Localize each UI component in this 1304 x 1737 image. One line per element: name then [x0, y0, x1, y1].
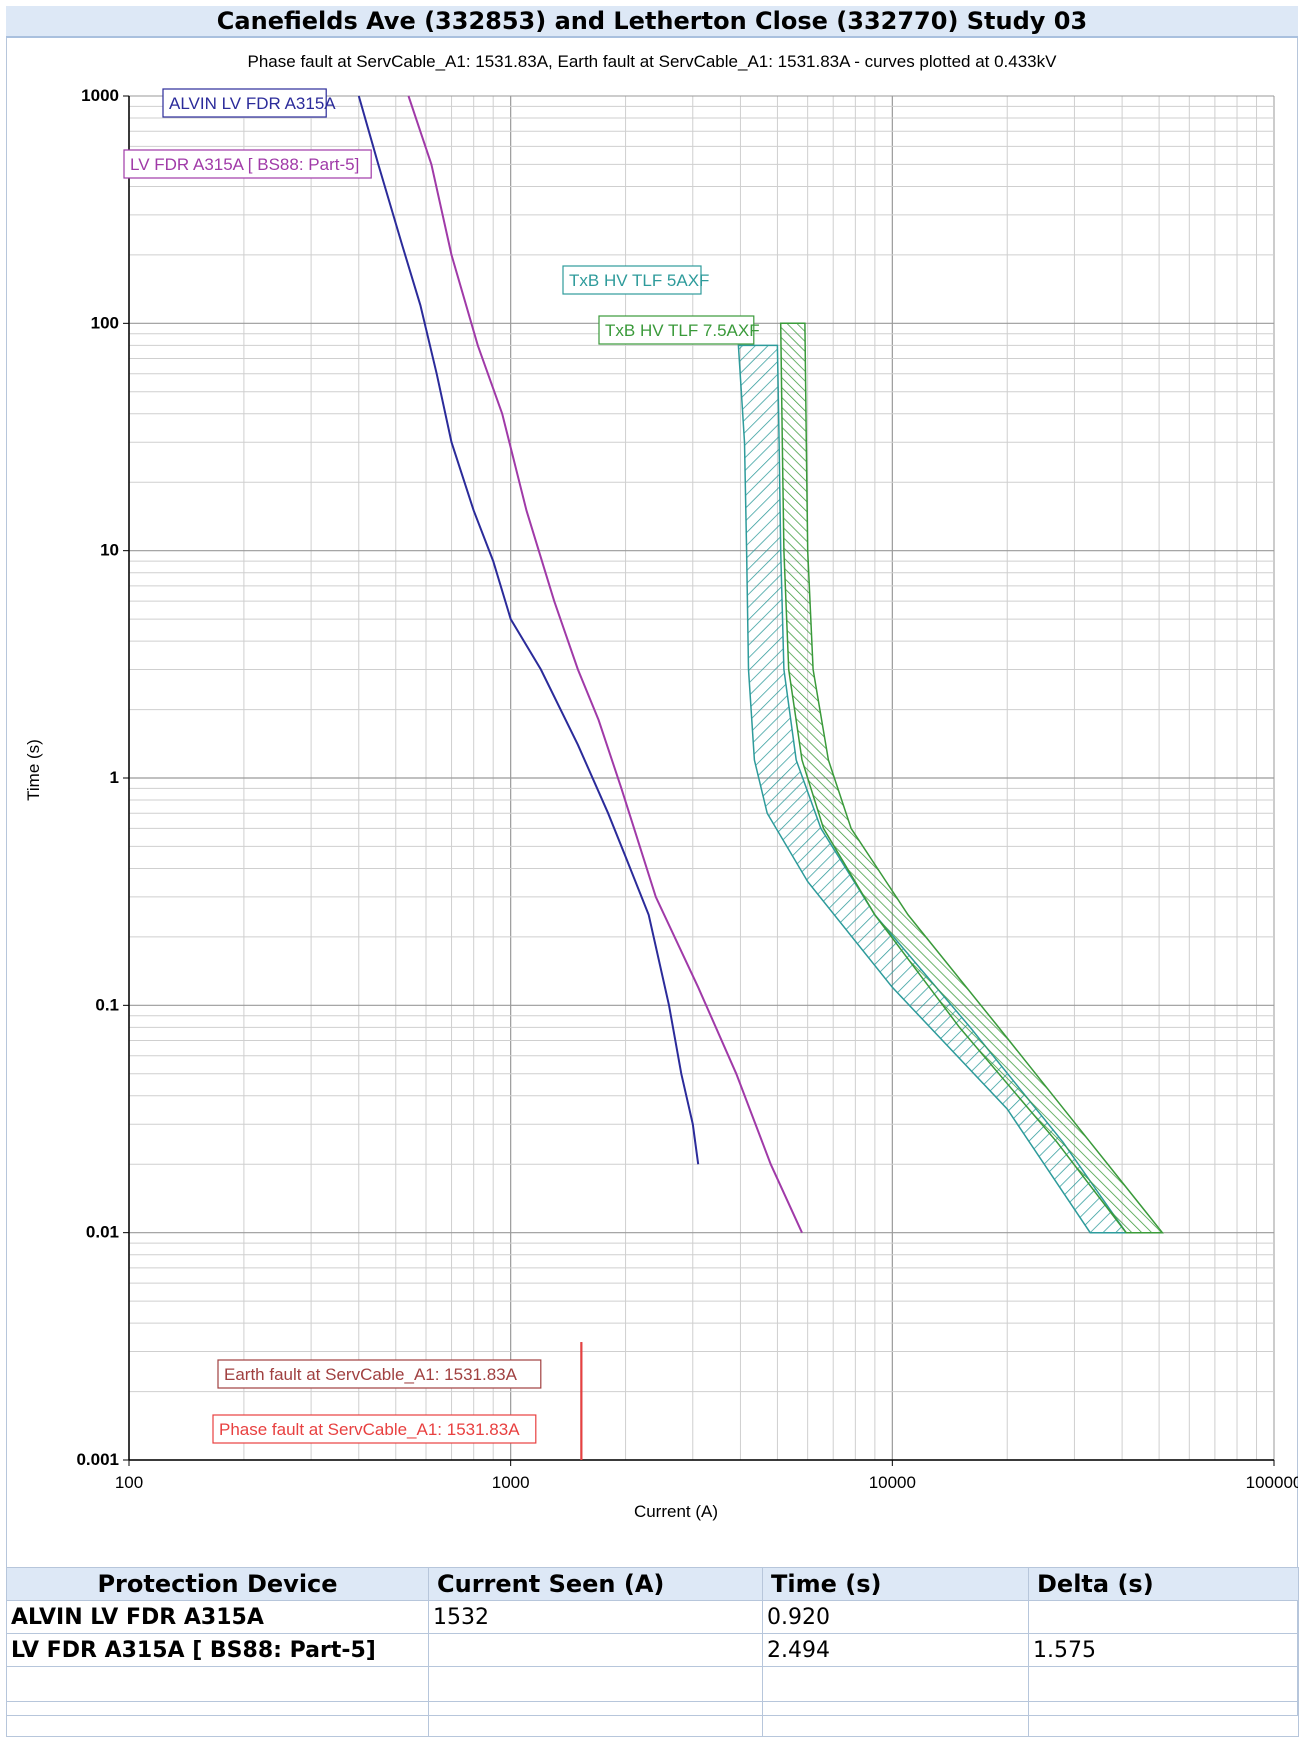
cell-time [762, 1701, 1029, 1737]
fault-label-earth-box [217, 1359, 542, 1389]
y-tick-label: 1000 [81, 86, 119, 105]
x-tick-label: 100 [115, 1473, 143, 1492]
x-tick-label: 10000 [869, 1473, 916, 1492]
series-layer [357, 95, 1164, 1460]
cell-current: 1532 [428, 1600, 763, 1634]
series-line-0 [357, 95, 700, 1165]
y-tick-label: 10 [100, 541, 119, 560]
column-header-current: Current Seen (A) [428, 1567, 763, 1601]
y-axis-label: Time (s) [24, 739, 43, 801]
series-label-txb-5axf-box [562, 265, 702, 295]
cell-device [6, 1701, 429, 1737]
series-label-alvin: ALVIN LV FDR A315A [169, 94, 336, 113]
cell-current [428, 1701, 763, 1737]
series-label-lv-fdr-box [123, 149, 372, 179]
chart-subtitle: Phase fault at ServCable_A1: 1531.83A, E… [248, 52, 1058, 71]
cell-delta: 1.575 [1028, 1633, 1299, 1667]
column-header-device: Protection Device [6, 1567, 429, 1601]
axes: 100 1000 10000 100000 0.001 0.01 0.1 1 10 100 1000 [76, 86, 1298, 1492]
x-tick-label: 100000 [1246, 1473, 1298, 1492]
y-tick-label: 0.01 [86, 1223, 119, 1242]
y-tick-label: 0.1 [95, 995, 119, 1014]
series-label-txb-5axf: TxB HV TLF 5AXF [569, 271, 709, 290]
cell-time [762, 1666, 1029, 1702]
cell-device [6, 1666, 429, 1702]
series-label-lv-fdr: LV FDR A315A [ BS88: Part-5] [130, 155, 359, 174]
fault-label-phase: Phase fault at ServCable_A1: 1531.83A [219, 1420, 520, 1439]
cell-delta [1028, 1600, 1299, 1634]
x-tick-label: 1000 [492, 1473, 530, 1492]
table-header-row: Protection Device Current Seen (A) Time … [6, 1567, 1299, 1601]
fault-label-phase-box [212, 1414, 537, 1444]
label-layer: ALVIN LV FDR A315A LV FDR A315A [ BS88: P… [123, 88, 760, 1444]
results-table: Protection Device Current Seen (A) Time … [6, 1567, 1299, 1737]
cell-delta [1028, 1666, 1299, 1702]
cell-device: ALVIN LV FDR A315A [6, 1600, 429, 1634]
series-label-txb-7-5axf-box [598, 315, 755, 345]
cell-current [428, 1666, 763, 1702]
column-header-delta: Delta (s) [1028, 1567, 1299, 1601]
x-axis-label: Current (A) [634, 1502, 718, 1521]
table-row: ALVIN LV FDR A315A 1532 0.920 [6, 1600, 1299, 1634]
y-tick-label: 0.001 [76, 1450, 119, 1469]
results-table-wrap: Protection Device Current Seen (A) Time … [6, 1567, 1299, 1737]
tcc-chart: Phase fault at ServCable_A1: 1531.83A, E… [24, 52, 1298, 1521]
y-tick-label: 1 [110, 768, 119, 787]
table-row [6, 1666, 1299, 1702]
column-header-time: Time (s) [762, 1567, 1029, 1601]
chart-title: Canefields Ave (332853) and Letherton Cl… [6, 6, 1298, 38]
cell-delta [1028, 1701, 1299, 1737]
table-row [6, 1701, 1299, 1737]
table-row: LV FDR A315A [ BS88: Part-5] 2.494 1.575 [6, 1633, 1299, 1667]
fault-label-earth: Earth fault at ServCable_A1: 1531.83A [224, 1365, 518, 1384]
cell-time: 2.494 [762, 1633, 1029, 1667]
series-line-1 [407, 95, 803, 1234]
cell-current [428, 1633, 763, 1667]
series-band-3 [779, 322, 1164, 1234]
cell-device: LV FDR A315A [ BS88: Part-5] [6, 1633, 429, 1667]
y-tick-label: 100 [91, 313, 119, 332]
grid [128, 95, 1275, 1461]
cell-time: 0.920 [762, 1600, 1029, 1634]
series-label-alvin-box [162, 88, 327, 118]
series-label-txb-7-5axf: TxB HV TLF 7.5AXF [605, 321, 760, 340]
